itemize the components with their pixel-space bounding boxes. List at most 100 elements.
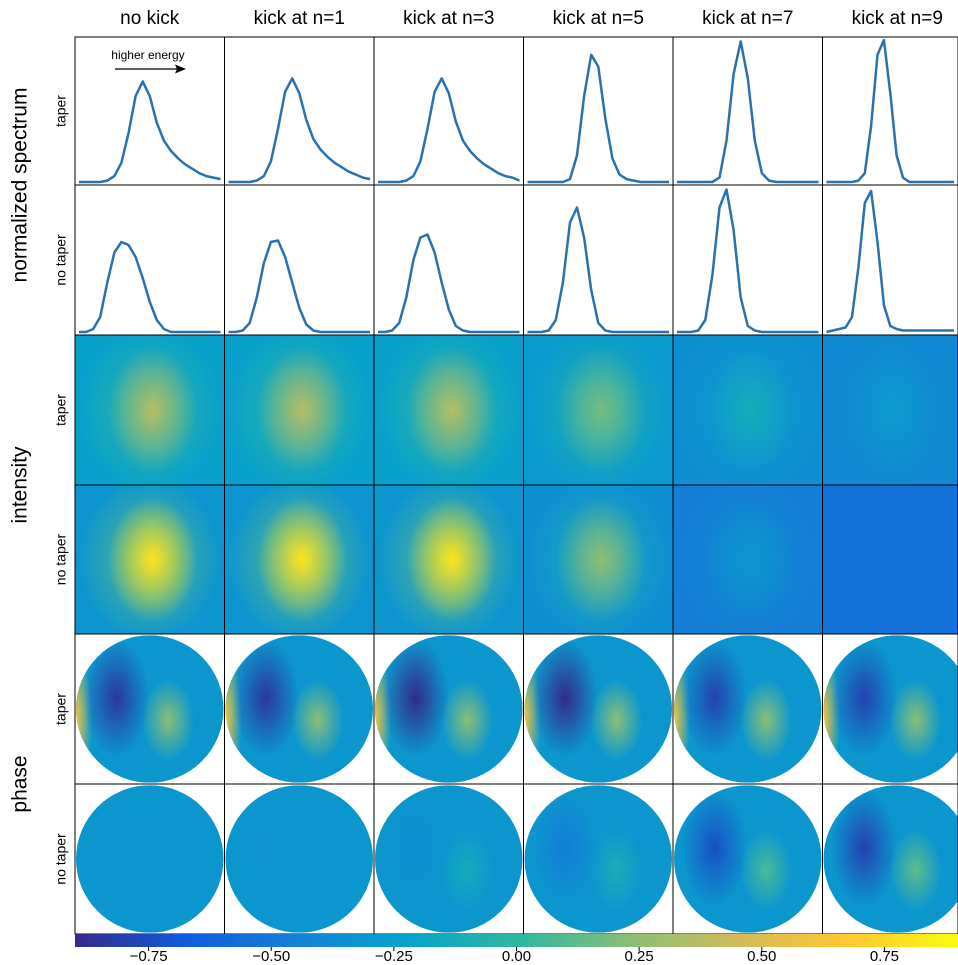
column-title: kick at n=3 [403,8,494,29]
colorbar-tick-label: −0.25 [375,948,413,965]
panel-frame [822,36,958,186]
image-core [852,347,934,473]
spectrum-line [378,233,520,334]
annotation: higher energy [111,48,184,62]
image-core [406,347,497,473]
colorbar-tick-label: 0.50 [747,948,776,965]
colorbar-tick-label: −0.75 [130,948,168,965]
row-label: no taper [53,533,69,585]
panel-frame [672,36,823,186]
row-label: no taper [53,833,69,885]
phase-low [232,638,300,757]
phase-image [823,635,958,783]
panel-frame [74,184,225,336]
phase-panel [823,785,958,933]
phase-low [830,788,898,907]
intensity-image [374,335,524,485]
labels: no kick kick at n=1 kick at n=3 kick at n=5… [9,8,958,965]
row-label: taper [53,693,69,725]
phase-panel [76,635,224,783]
image-core [107,347,198,473]
phase-image [524,635,672,783]
panels [74,36,958,935]
phase-image [823,785,958,933]
image-core [406,496,497,623]
phase-panel [674,785,822,933]
column-title: kick at n=9 [852,8,943,29]
colorbar-tick-label: −0.50 [252,948,290,965]
column-title: kick at n=7 [702,8,793,29]
intensity-image [822,485,958,634]
spectrum-line [79,240,221,334]
phase-low [681,638,748,757]
intensity-image [75,485,225,634]
panel-frame [822,184,958,336]
image-core [705,496,796,623]
phase-high [291,679,344,761]
phase-low [382,638,449,757]
panel-frame [523,36,674,186]
phase-panel [674,635,822,783]
phase-panel [524,635,672,783]
column-title: kick at n=1 [254,8,345,29]
phase-high [441,679,493,761]
phase-image [225,785,373,933]
phase-panel [375,785,523,933]
phase-image [225,635,373,783]
phase-low [830,638,898,757]
colorbar-tick-label: 0.25 [625,948,654,965]
image-core [556,496,647,623]
phase-panel [225,635,373,783]
phase-high [441,829,493,911]
phase-image [674,635,822,783]
annotation-arrowhead [175,64,186,74]
phase-high [142,679,194,761]
group-label: intensity [9,446,32,524]
phase-panel [225,785,373,933]
phase-low [83,638,150,757]
column-title: kick at n=5 [553,8,644,29]
image-core [257,347,348,473]
intensity-image [673,485,823,634]
intensity-image [374,485,524,634]
colorbar-tick-label: 0.75 [870,948,899,965]
spectrum-line [826,38,954,184]
panel-frame [523,184,674,336]
spectrum-line [527,53,669,184]
phase-low [382,788,449,907]
image-background [76,785,224,933]
intensity-image [75,335,225,485]
column-title: no kick [120,8,180,29]
phase-high [740,679,792,761]
intensity-image [224,335,374,485]
spectrum-line [527,206,669,334]
group-label: phase [9,755,32,812]
phase-image [76,635,224,783]
phase-low [531,638,599,757]
image-core [705,347,796,473]
intensity-image [523,485,673,634]
phase-high [590,829,643,911]
row-label: no taper [53,234,69,286]
intensity-image [523,335,673,485]
phase-low [681,788,748,907]
image-core [107,496,198,623]
spectrum-line [677,188,819,334]
image-core [556,347,647,473]
phase-panel [76,785,224,933]
spectrum-line [228,239,370,334]
row-label: taper [53,95,69,127]
phase-image [76,785,224,933]
panel-frame [373,36,524,186]
spectrum-line [228,77,371,184]
phase-low [531,788,599,907]
phase-panel [823,635,958,783]
colorbar-tick-label: 0.00 [502,948,531,965]
row-label: taper [53,394,69,426]
spectrum-line [677,40,819,184]
group-label: normalized spectrum [9,88,32,283]
intensity-image [673,335,823,485]
phase-high [740,829,792,911]
phase-high [889,829,942,911]
phase-image [375,635,523,783]
